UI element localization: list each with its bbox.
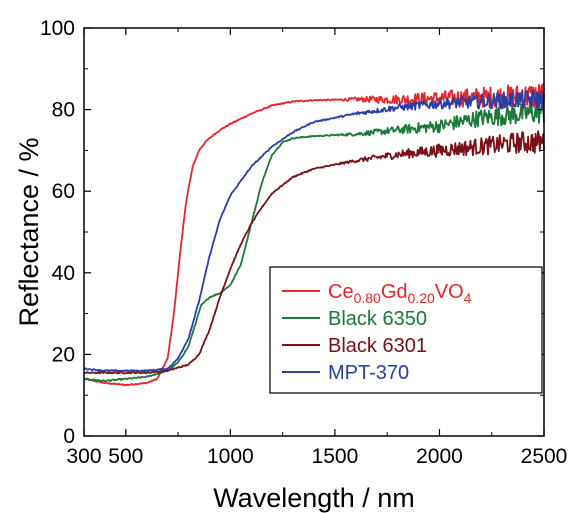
y-tick-label: 0 <box>63 425 75 448</box>
series-line-1 <box>83 102 545 383</box>
tick-label-layer: 300 500 1000 1500 2000 2500 0 20 40 60 80 100 <box>40 17 567 468</box>
y-tick-label: 80 <box>52 99 75 122</box>
y-axis-title: Reflectance / % <box>14 137 44 326</box>
legend-label-part: Black 6301 <box>328 335 427 357</box>
legend-label-3: MPT-370 <box>328 362 409 384</box>
legend-label-1: Black 6350 <box>328 308 427 330</box>
legend-label-part: VO <box>435 281 464 303</box>
series-layer <box>83 83 545 387</box>
x-tick-label: 1500 <box>312 445 359 468</box>
legend-label-part: Ce <box>328 281 354 303</box>
x-tick-label: 1000 <box>207 445 254 468</box>
legend-label-0: Ce0.80Gd0.20VO4 <box>328 281 472 306</box>
x-tick-label: 500 <box>108 445 143 468</box>
series-line-2 <box>83 130 545 375</box>
series-line-3 <box>83 89 545 373</box>
legend-label-part: Gd <box>381 281 408 303</box>
legend-label-part: 4 <box>464 290 472 306</box>
y-tick-label: 40 <box>52 262 75 285</box>
legend-label-part: MPT-370 <box>328 362 409 384</box>
x-tick-label: 2500 <box>521 445 568 468</box>
legend-label-part: 0.80 <box>354 290 381 306</box>
x-tick-label: 300 <box>66 445 101 468</box>
y-tick-label: 100 <box>40 17 75 40</box>
legend-label-2: Black 6301 <box>328 335 427 357</box>
x-axis-title: Wavelength / nm <box>213 483 415 513</box>
x-tick-label: 2000 <box>416 445 463 468</box>
legend-label-part: Black 6350 <box>328 308 427 330</box>
y-tick-label: 60 <box>52 180 75 203</box>
legend-label-part: 0.20 <box>408 290 435 306</box>
y-tick-label: 20 <box>52 343 75 366</box>
